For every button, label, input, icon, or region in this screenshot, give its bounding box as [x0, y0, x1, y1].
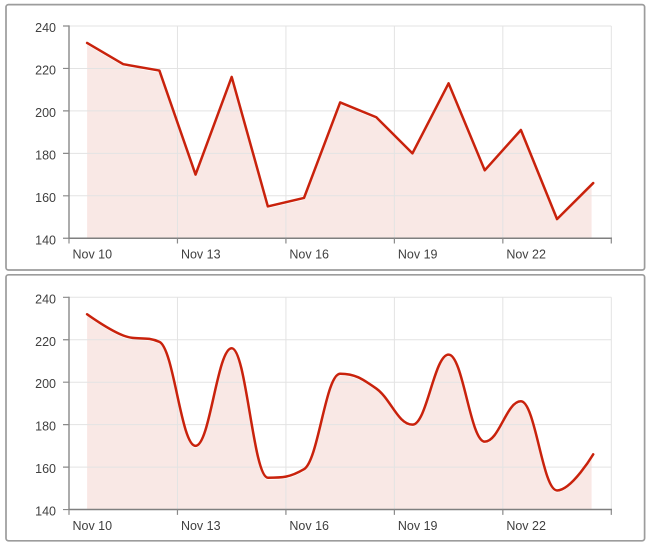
svg-text:Nov 16: Nov 16 [289, 247, 329, 261]
svg-text:160: 160 [35, 462, 56, 476]
svg-text:160: 160 [35, 191, 56, 205]
svg-text:Nov 10: Nov 10 [72, 519, 112, 533]
svg-text:Nov 13: Nov 13 [181, 247, 221, 261]
svg-text:140: 140 [35, 505, 56, 519]
svg-text:140: 140 [35, 233, 56, 247]
svg-text:Nov 22: Nov 22 [506, 247, 546, 261]
svg-text:200: 200 [35, 377, 56, 391]
svg-text:200: 200 [35, 106, 56, 120]
svg-text:Nov 13: Nov 13 [181, 519, 221, 533]
svg-text:Nov 16: Nov 16 [289, 519, 329, 533]
svg-text:180: 180 [35, 420, 56, 434]
svg-text:240: 240 [35, 21, 56, 35]
svg-text:180: 180 [35, 148, 56, 162]
svg-text:Nov 19: Nov 19 [398, 519, 438, 533]
svg-text:Nov 22: Nov 22 [506, 519, 546, 533]
svg-text:240: 240 [35, 292, 56, 306]
svg-text:Nov 10: Nov 10 [72, 247, 112, 261]
svg-text:Nov 19: Nov 19 [398, 247, 438, 261]
svg-text:220: 220 [35, 335, 56, 349]
svg-text:220: 220 [35, 63, 56, 77]
